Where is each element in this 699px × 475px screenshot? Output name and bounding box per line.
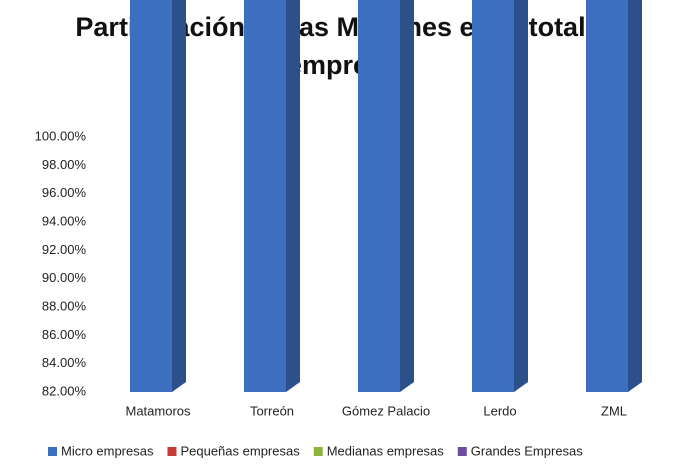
bar-front xyxy=(472,0,514,392)
y-tick-label: 90.00% xyxy=(42,270,87,285)
y-tick-label: 94.00% xyxy=(42,213,87,228)
y-tick-label: 88.00% xyxy=(42,298,87,313)
x-tick-label: Torreón xyxy=(250,403,294,418)
x-tick-label: Lerdo xyxy=(483,403,516,418)
bar-segment xyxy=(130,0,186,392)
bar-segment xyxy=(244,0,300,393)
y-tick-label: 92.00% xyxy=(42,242,87,257)
bar-front xyxy=(130,0,172,392)
legend-swatch xyxy=(167,447,177,456)
legend-label: Pequeñas empresas xyxy=(180,443,300,458)
bar-side xyxy=(514,0,528,392)
y-tick-label: 82.00% xyxy=(42,383,87,398)
bar-front xyxy=(358,0,400,392)
y-tick-label: 86.00% xyxy=(42,327,87,342)
legend-label: Micro empresas xyxy=(61,443,154,458)
x-tick-label: Matamoros xyxy=(125,403,191,418)
x-tick-label: Gómez Palacio xyxy=(342,403,430,418)
bar-side xyxy=(172,0,186,392)
y-tick-label: 100.00% xyxy=(35,128,87,143)
legend-swatch xyxy=(48,447,57,456)
legend-swatch xyxy=(457,447,467,456)
bar-side xyxy=(628,0,642,392)
bar-side xyxy=(286,0,300,392)
y-tick-label: 96.00% xyxy=(42,185,87,200)
bar-front xyxy=(244,0,286,393)
bar-side xyxy=(400,0,414,392)
bar-segment xyxy=(358,0,414,392)
bar-front xyxy=(586,0,628,393)
legend-swatch xyxy=(313,447,323,456)
x-tick-label: ZML xyxy=(601,403,627,418)
legend-label: Grandes Empresas xyxy=(471,443,583,458)
legend-label: Medianas empresas xyxy=(327,443,445,458)
bar-segment xyxy=(586,0,642,393)
bar-segment xyxy=(472,0,528,392)
y-tick-label: 98.00% xyxy=(42,157,87,172)
y-tick-label: 84.00% xyxy=(42,355,87,370)
